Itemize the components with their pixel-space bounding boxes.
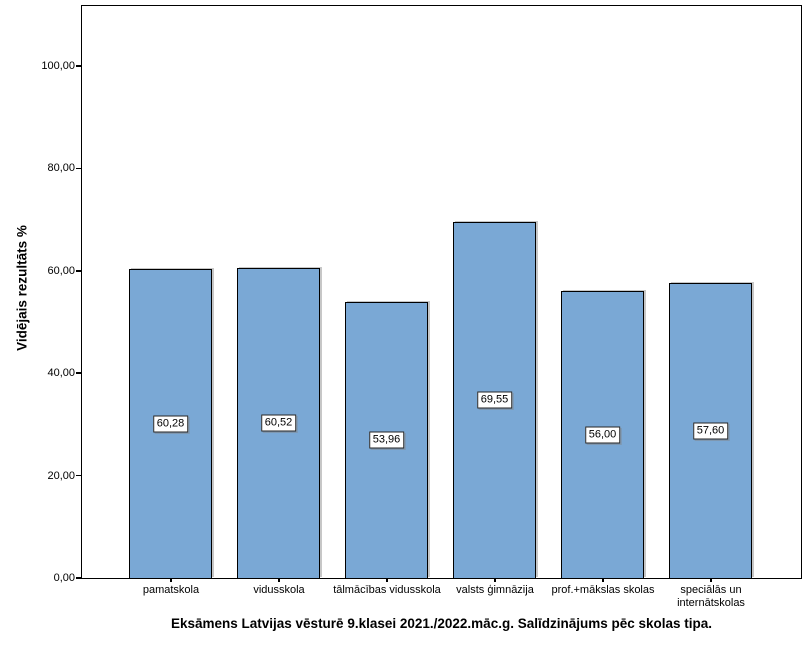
x-category-label: pamatskola bbox=[142, 584, 200, 596]
bar-value-label: 60,28 bbox=[152, 415, 189, 433]
y-axis-tick-label: 40,00 bbox=[47, 367, 75, 380]
y-axis-tick-label: 20,00 bbox=[47, 469, 75, 482]
y-axis-tick-label: 80,00 bbox=[47, 162, 75, 175]
y-axis-tick bbox=[76, 577, 81, 579]
x-category-label: valsts ģimnāzija bbox=[456, 584, 534, 596]
x-axis-tick bbox=[710, 578, 712, 582]
x-category-label: tālmācības vidusskola bbox=[333, 584, 441, 596]
y-axis-tick bbox=[76, 65, 81, 67]
x-axis-tick bbox=[170, 578, 172, 582]
x-category-label: prof.+mākslas skolas bbox=[551, 584, 655, 596]
x-axis-tick bbox=[386, 578, 388, 582]
y-axis-tick-label: 100,00 bbox=[41, 60, 75, 72]
y-axis-tick bbox=[76, 270, 81, 272]
x-axis-tick bbox=[494, 578, 496, 582]
y-axis-title: Vidējais rezultāts % bbox=[14, 225, 30, 351]
bar-value-label: 57,60 bbox=[692, 422, 729, 440]
plot-area: 60,28 60,52 53,96 69,55 56,00 57,60 bbox=[81, 5, 802, 579]
y-axis-tick-label: 0,00 bbox=[53, 572, 75, 584]
y-axis-tick-label: 60,00 bbox=[47, 264, 75, 277]
y-axis-tick bbox=[76, 167, 81, 170]
bar-value-label: 69,55 bbox=[476, 391, 513, 409]
x-axis-tick bbox=[602, 578, 604, 582]
bar-value-label: 56,00 bbox=[584, 426, 621, 444]
x-category-label: speciālās un internātskolas bbox=[677, 584, 745, 609]
chart-title: Eksāmens Latvijas vēsturē 9.klasei 2021.… bbox=[170, 616, 713, 631]
y-axis-tick bbox=[76, 372, 81, 374]
y-axis-tick bbox=[76, 474, 81, 477]
bar-value-label: 53,96 bbox=[368, 431, 405, 449]
bar-value-label: 60,52 bbox=[260, 414, 297, 432]
x-axis-tick bbox=[278, 578, 280, 582]
x-category-label: vidusskola bbox=[253, 584, 305, 596]
